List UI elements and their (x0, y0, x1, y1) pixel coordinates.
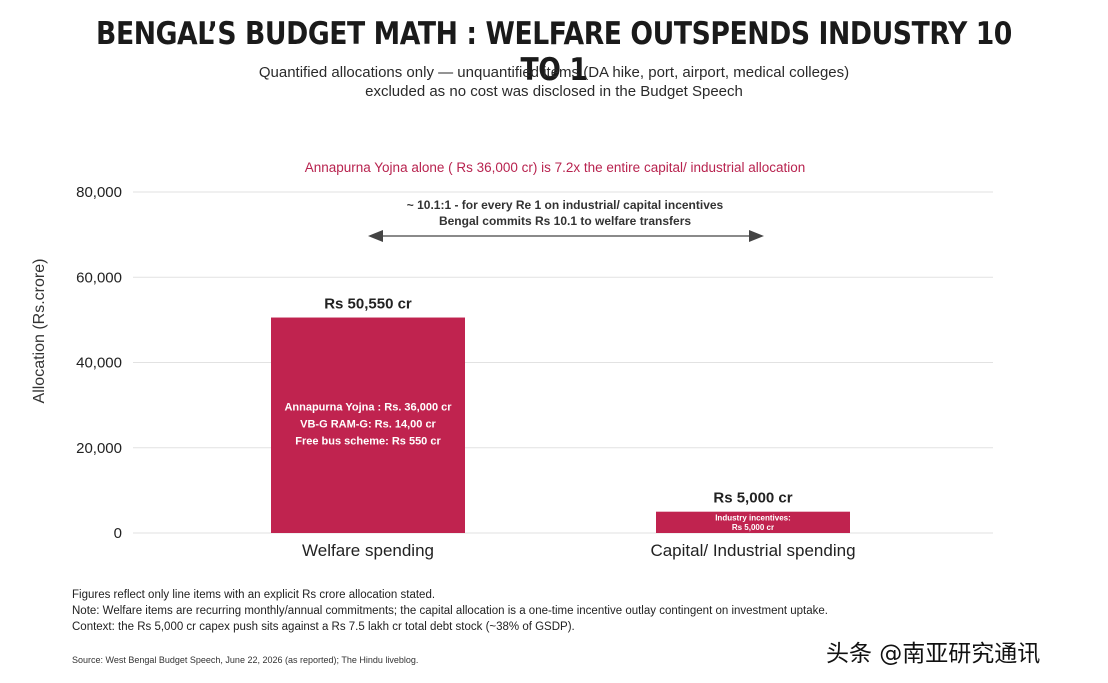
ratio-note-line-1: ~ 10.1:1 - for every Re 1 on industrial/… (406, 198, 724, 212)
source-note: Source: West Bengal Budget Speech, June … (72, 655, 419, 665)
bar-annotation-line: Free bus scheme: Rs 550 cr (295, 435, 441, 447)
arrow-head-right (749, 230, 764, 242)
bar-annotation-line: Industry incentives: (715, 514, 791, 523)
footnote-3: Context: the Rs 5,000 cr capex push sits… (72, 621, 575, 633)
ratio-arrow (368, 230, 764, 242)
chart-title: BENGAL’S BUDGET MATH : WELFARE OUTSPENDS… (96, 16, 1012, 88)
annotation-top: Annapurna Yojna alone ( Rs 36,000 cr) is… (304, 160, 806, 175)
x-category-label: Welfare spending (302, 541, 434, 560)
footnote-1: Figures reflect only line items with an … (72, 589, 436, 601)
y-tick-label: 0 (114, 525, 122, 542)
y-tick-label: 60,000 (76, 269, 122, 286)
bar-capital (656, 511, 850, 533)
bar-welfare (271, 317, 465, 533)
bar-value-label: Rs 50,550 cr (324, 296, 412, 313)
y-tick-label: 80,000 (76, 184, 122, 201)
y-tick-label: 20,000 (76, 440, 122, 457)
bar-value-label: Rs 5,000 cr (713, 490, 792, 507)
y-tick-label: 40,000 (76, 355, 122, 372)
chart-subtitle-line-1: Quantified allocations only — unquantifi… (258, 64, 850, 81)
watermark: 头条 @南亚研究通讯 (826, 641, 1041, 667)
footnote-2: Note: Welfare items are recurring monthl… (72, 605, 828, 617)
x-category-label: Capital/ Industrial spending (650, 541, 855, 560)
y-axis-ticks: 0 20,000 40,000 60,000 80,000 (76, 184, 122, 542)
ratio-note-line-2: Bengal commits Rs 10.1 to welfare transf… (438, 214, 692, 228)
bar-annotation-line: Rs 5,000 cr (732, 523, 774, 532)
bar-annotation-line: Annapurna Yojna : Rs. 36,000 cr (284, 401, 452, 413)
arrow-head-left (368, 230, 383, 242)
gridlines (133, 191, 993, 534)
chart-subtitle-line-2: excluded as no cost was disclosed in the… (365, 83, 743, 100)
bars: Rs 50,550 cr Welfare spending Annapurna Yo… (271, 296, 856, 560)
bar-annotation-line: VB-G RAM-G: Rs. 14,00 cr (300, 418, 436, 430)
